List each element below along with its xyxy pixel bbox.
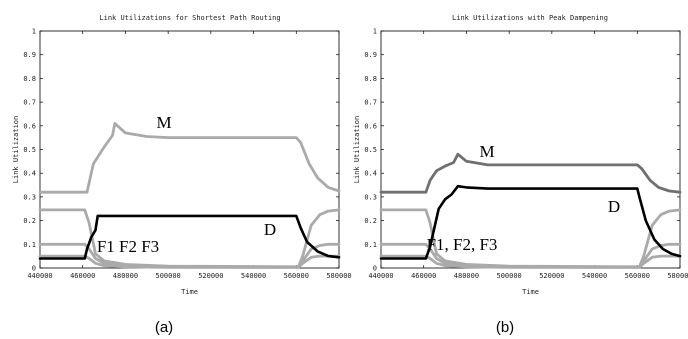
series-line	[379, 152, 682, 194]
annotation-d: D	[264, 220, 276, 239]
annotation-f: F1 F2 F3	[97, 237, 159, 256]
y-tick-label: 0.8	[23, 75, 36, 83]
y-tick-label: 0	[32, 265, 36, 273]
chart-title: Link Utilizations with Peak Dampening	[452, 14, 608, 22]
y-tick-label: 0.9	[364, 51, 377, 59]
series-line	[379, 184, 682, 260]
chart-panel-b: Link Utilizations with Peak Dampening 0 0.…	[353, 14, 688, 336]
x-tick-label: 500000	[496, 272, 521, 280]
y-tick-label: 0.5	[364, 146, 377, 154]
x-tick-label: 460000	[411, 272, 436, 280]
series-line	[379, 254, 682, 269]
annotation-f: F1, F2, F3	[427, 235, 498, 254]
x-axis-label: Time	[181, 288, 198, 296]
y-tick-label: 0.3	[23, 193, 36, 201]
y-tick-label: 0.4	[364, 170, 377, 178]
plot-frame	[39, 30, 340, 269]
y-axis-label: Link Utilization	[12, 116, 20, 183]
y-tick-label: 0	[373, 265, 377, 273]
x-tick-label: 440000	[368, 272, 393, 280]
y-tick-label: 0.2	[23, 217, 36, 225]
x-tick-label: 540000	[241, 272, 266, 280]
x-tick-label: 560000	[625, 272, 650, 280]
y-tick-label: 0.9	[23, 51, 36, 59]
annotation-m: M	[156, 113, 171, 132]
x-tick-label: 580000	[667, 272, 688, 280]
annotation-d: D	[608, 197, 620, 216]
series-line	[38, 254, 341, 269]
x-axis-label: Time	[522, 288, 539, 296]
x-tick-label: 520000	[539, 272, 564, 280]
y-tick-label: 0.5	[23, 146, 36, 154]
y-tick-label: 0.7	[364, 99, 377, 107]
plot-frame	[380, 30, 681, 269]
chart-panel-a: Link Utilizations for Shortest Path Rout…	[12, 14, 352, 336]
x-tick-label: 480000	[454, 272, 479, 280]
series-line	[38, 214, 341, 260]
y-tick-label: 1	[373, 28, 377, 36]
x-tick-label: 520000	[198, 272, 223, 280]
y-tick-label: 0.7	[23, 99, 36, 107]
x-tick-label: 560000	[284, 272, 309, 280]
y-tick-label: 0.6	[364, 122, 377, 130]
y-tick-label: 1	[32, 28, 36, 36]
annotation-m: M	[479, 142, 494, 161]
y-tick-label: 0.1	[23, 241, 36, 249]
y-tick-label: 0.2	[364, 217, 377, 225]
y-tick-label: 0.4	[23, 170, 36, 178]
panel-caption: (b)	[496, 319, 514, 336]
x-tick-label: 460000	[70, 272, 95, 280]
y-tick-label: 0.1	[364, 241, 377, 249]
x-tick-label: 580000	[326, 272, 351, 280]
y-tick-label: 0.6	[23, 122, 36, 130]
x-tick-label: 500000	[155, 272, 180, 280]
x-tick-label: 540000	[582, 272, 607, 280]
x-tick-label: 440000	[27, 272, 52, 280]
chart-title: Link Utilizations for Shortest Path Rout…	[99, 14, 280, 22]
y-tick-label: 0.3	[364, 193, 377, 201]
panel-caption: (a)	[155, 319, 173, 336]
y-axis-label: Link Utilization	[353, 116, 361, 183]
x-tick-label: 480000	[113, 272, 138, 280]
series-line	[38, 122, 341, 194]
y-tick-label: 0.8	[364, 75, 377, 83]
